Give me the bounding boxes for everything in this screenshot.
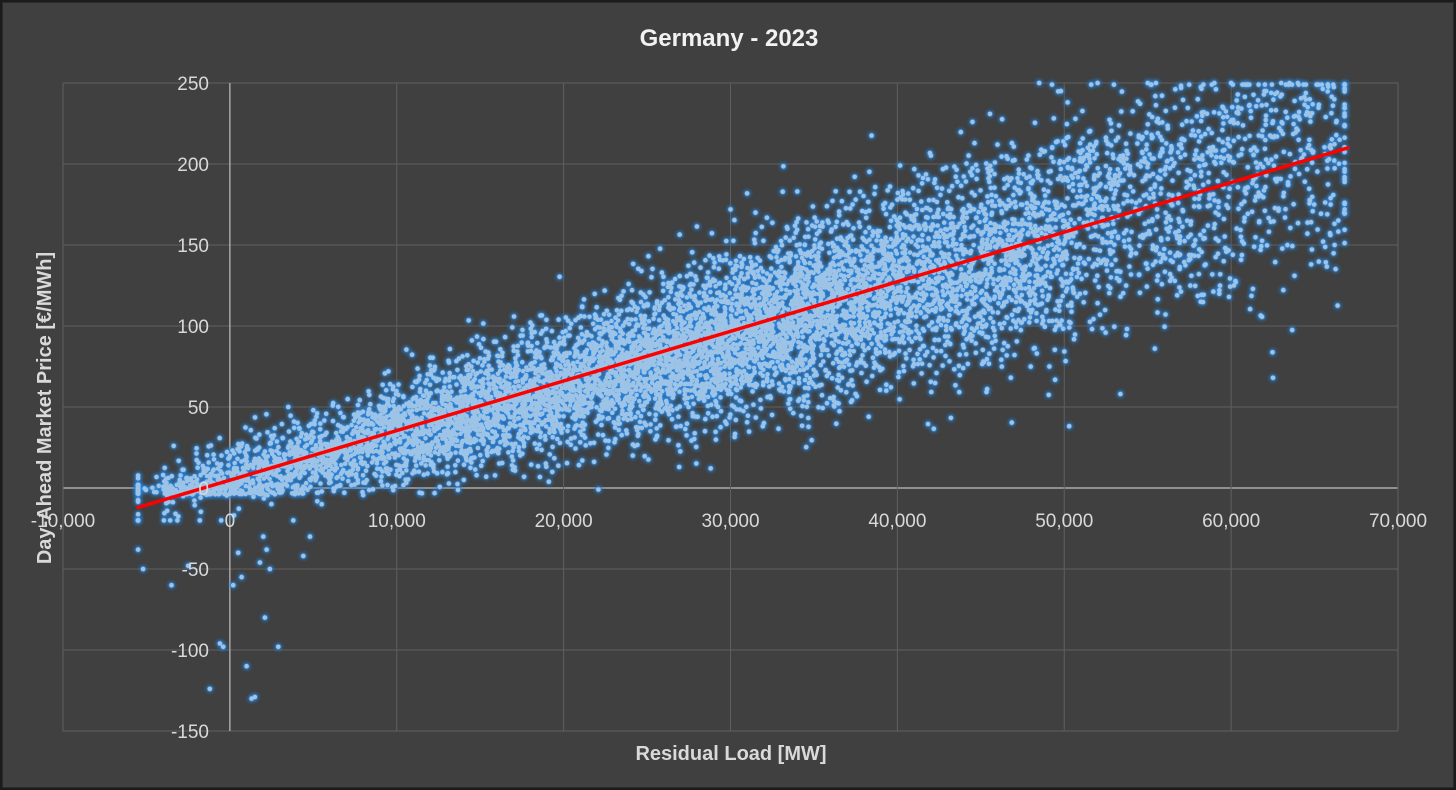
scatter-chart: Germany - 2023 -150-100-5005010015020025… (31, 25, 1427, 765)
chart-title: Germany - 2023 (640, 25, 819, 52)
